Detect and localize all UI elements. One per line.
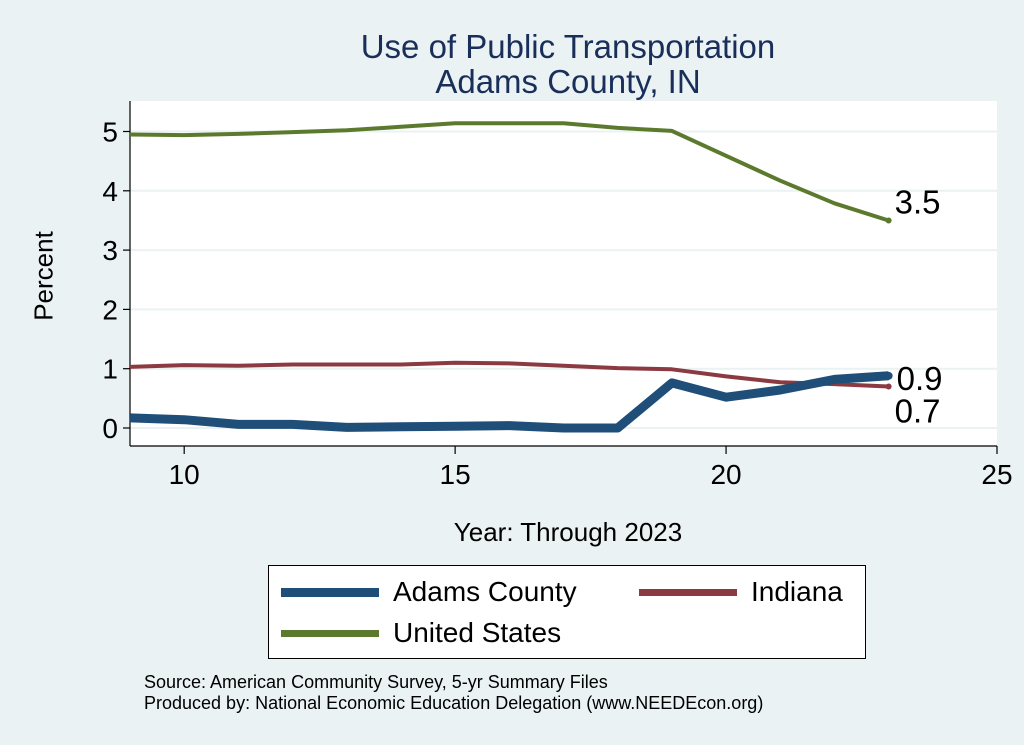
legend-swatch-united-states [281,629,379,637]
x-tick-label: 10 [169,459,200,490]
legend-label: United States [393,617,562,648]
plot-area [130,101,997,446]
series-line-adams-county [129,371,889,433]
series-line-indiana [129,360,889,389]
y-tick-label: 3 [102,235,118,266]
series-end-point [884,371,893,380]
legend-swatch-adams-county [281,587,379,597]
producer-note: Produced by: National Economic Education… [144,693,764,713]
series-end-point [885,383,892,390]
y-tick-label: 0 [102,413,118,444]
data-label: 3.5 [895,183,941,220]
data-label: 0.9 [897,360,943,397]
legend-item-adams-county: Adams County [281,576,577,608]
y-axis-label: Percent [28,231,59,321]
chart-title: Use of Public Transportation [360,28,776,65]
y-tick-label: 4 [102,176,118,207]
x-tick-label: 25 [981,459,1012,490]
legend-item-indiana: Indiana [639,576,843,608]
x-axis-label: Year: Through 2023 [453,517,683,547]
series-line-united-states [129,121,890,223]
chart-legend: Adams County Indiana United States [268,565,866,659]
data-label: 0.7 [895,392,941,429]
x-tick-label: 20 [710,459,741,490]
chart-subtitle: Adams County, IN [435,63,701,100]
legend-label: Adams County [393,576,577,607]
legend-swatch-indiana [639,588,737,596]
legend-item-united-states: United States [281,617,561,649]
y-tick-label: 2 [102,294,118,325]
y-tick-label: 5 [102,117,118,148]
source-note: Source: American Community Survey, 5-yr … [144,672,608,692]
series-end-point [885,217,892,224]
y-tick-label: 1 [102,354,118,385]
legend-label: Indiana [751,576,843,607]
x-tick-label: 15 [440,459,471,490]
